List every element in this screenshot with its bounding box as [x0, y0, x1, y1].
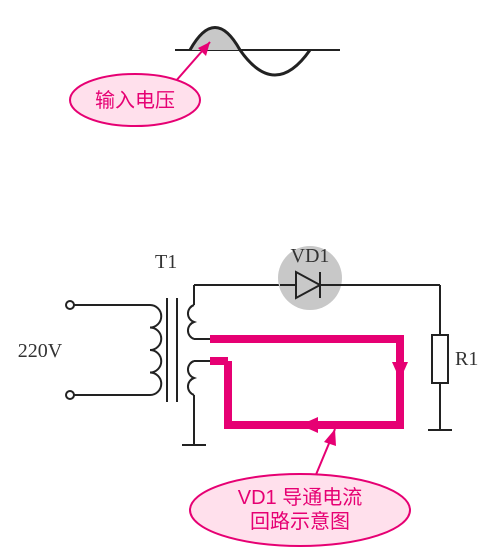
transformer-label: T1	[155, 251, 177, 273]
loop-callout-bubble	[190, 474, 410, 546]
input-waveform	[175, 28, 340, 76]
resistor: R1	[428, 335, 478, 430]
loop-callout-arrowhead	[324, 429, 336, 446]
input-voltage-label: 输入电压	[95, 89, 175, 112]
transformer: T1	[150, 251, 210, 415]
top-rail: VD1	[194, 245, 440, 335]
current-loop	[210, 339, 408, 433]
diode-label: VD1	[291, 245, 330, 267]
primary-side: 220V	[18, 301, 150, 399]
secondary-ground	[182, 415, 206, 445]
loop-callout-text-2: 回路示意图	[250, 510, 350, 533]
loop-arrow-down	[392, 362, 408, 380]
loop-callout: VD1 导通电流 回路示意图	[190, 429, 410, 546]
input-voltage-callout: 输入电压	[70, 42, 210, 126]
loop-callout-text-1: VD1 导通电流	[238, 486, 362, 509]
voltage-source-label: 220V	[18, 340, 63, 362]
circuit-diagram: 输入电压 220V	[0, 0, 500, 559]
circuit: 220V T1 VD1	[18, 245, 479, 546]
loop-arrow-left	[300, 417, 318, 433]
resistor-icon	[432, 335, 448, 383]
resistor-label: R1	[455, 348, 478, 370]
